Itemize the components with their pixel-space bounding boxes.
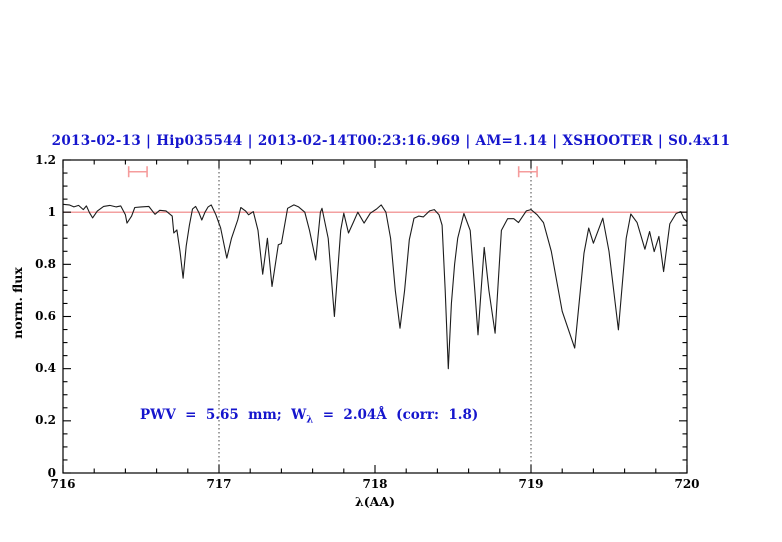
- axes-box: [62, 159, 688, 474]
- y-tick-label-1.2: 1.2: [35, 152, 56, 167]
- y-tick-label-0.2: 0.2: [35, 413, 56, 428]
- spectrum-line: [62, 203, 688, 370]
- y-tick-label-1: 1: [47, 204, 56, 219]
- y-axis-title: norm. flux: [10, 267, 25, 339]
- pwv-annotation-lambda-subscript: λ: [306, 414, 314, 426]
- x-axis-title: λ(AA): [355, 494, 395, 509]
- plot-title: 2013-02-13 | Hip035544 | 2013-02-14T00:2…: [51, 133, 731, 149]
- y-tick-label-0.8: 0.8: [35, 256, 56, 271]
- y-tick-label-0.6: 0.6: [35, 309, 56, 323]
- x-tick-label-720: 720: [674, 477, 700, 491]
- pwv-annotation: PWV = 5.65 mm; Wλ = 2.04Å (corr: 1.8): [140, 407, 478, 426]
- x-tick-label-717: 717: [206, 477, 232, 491]
- pwv-annotation-tail: = 2.04Å (corr: 1.8): [313, 407, 479, 423]
- y-tick-label-0.4: 0.4: [35, 361, 56, 376]
- y-tick-label-0: 0: [47, 465, 56, 480]
- x-tick-label-716: 716: [50, 477, 76, 491]
- x-tick-label-719: 719: [518, 477, 544, 491]
- x-tick-label-718: 718: [362, 477, 388, 491]
- pwv-annotation-lead: PWV = 5.65 mm; W: [140, 407, 307, 423]
